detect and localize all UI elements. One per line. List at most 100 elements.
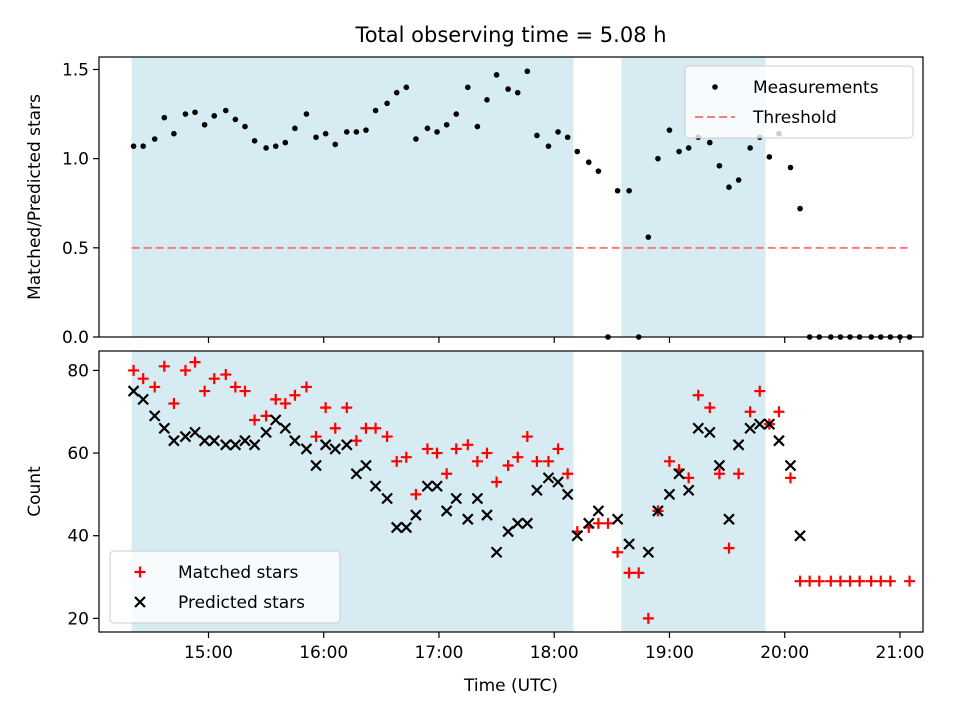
matched-star-point (391, 455, 403, 467)
predicted-star-point (732, 439, 745, 451)
y-axis-label: Matched/Predicted stars (25, 94, 45, 300)
predicted-star-point (440, 505, 453, 517)
x-tick-label: 18:00 (530, 643, 579, 663)
predicted-star-point (450, 492, 463, 505)
measurement-point (493, 72, 500, 78)
measurement-point (292, 125, 298, 132)
matched-star-point (260, 410, 272, 422)
matched-star-point (220, 369, 232, 381)
measurement-point (614, 187, 621, 194)
measurement-point (484, 97, 490, 103)
top-panel: 0.0 0.5 1.0 1.5 Matched/Predicted stars Measu… (25, 56, 924, 348)
matched-star-point (704, 402, 716, 414)
matched-star-point (502, 459, 514, 471)
measurement-point (514, 89, 521, 96)
measurement-point (735, 177, 742, 183)
measurement-point (574, 148, 581, 155)
matched-star-point (289, 389, 301, 401)
measurement-point (555, 129, 561, 135)
matched-star-point (602, 517, 614, 529)
matched-star-point (521, 431, 533, 443)
matched-star-point (400, 451, 412, 463)
measurement-point (171, 130, 177, 137)
predicted-star-point (521, 517, 534, 530)
predicted-star-point (763, 418, 776, 430)
predicted-star-point (400, 521, 413, 534)
matched-star-point (270, 393, 282, 405)
measurement-point (303, 111, 310, 117)
matched-star-point (462, 439, 474, 451)
predicted-star-point (300, 443, 313, 455)
measurement-point (434, 129, 440, 135)
measurement-point (272, 143, 279, 149)
measurement-point (372, 107, 379, 114)
predicted-star-point (390, 521, 403, 534)
measurement-point (655, 155, 661, 162)
legend-label: Threshold (752, 108, 837, 128)
measurement-point (211, 113, 218, 119)
predicted-star-point (471, 492, 484, 505)
matched-star-point (320, 402, 332, 414)
matched-star-point (239, 385, 251, 397)
predicted-star-point (148, 410, 161, 422)
axes-frame (98, 56, 924, 338)
predicted-star-point (137, 393, 149, 406)
measurement-point (232, 116, 239, 123)
measurement-point (384, 100, 390, 107)
predicted-star-point (784, 459, 797, 472)
predicted-star-point (773, 434, 785, 447)
observing-window-shade (131, 57, 574, 337)
predicted-star-point (198, 434, 211, 447)
matched-star-point (310, 431, 322, 443)
matched-star-point (168, 397, 180, 409)
measurement-point (313, 134, 319, 141)
matched-star-point (300, 381, 312, 393)
y-tick-label: 0.0 (62, 328, 89, 348)
predicted-star-point (248, 439, 261, 451)
matched-star-point (471, 455, 483, 467)
matched-star-point (875, 575, 887, 587)
predicted-star-point (219, 439, 232, 451)
matched-star-point (370, 422, 382, 434)
measurement-point (505, 86, 511, 92)
matched-star-point (612, 546, 624, 558)
measurement-point (524, 68, 531, 75)
predicted-star-point (260, 426, 272, 439)
matched-star-point (552, 443, 564, 455)
matched-star-point (562, 468, 574, 480)
predicted-star-point (134, 596, 146, 608)
y-axis-label: Count (25, 466, 45, 517)
matched-star-point (884, 575, 896, 587)
measurement-point (726, 184, 732, 190)
predicted-star-point (189, 426, 201, 439)
matched-stars-series (128, 356, 916, 624)
measurement-point (201, 121, 208, 128)
measurement-point (343, 129, 350, 135)
measurement-point (222, 107, 229, 114)
matched-star-point (158, 360, 170, 372)
matched-star-point (421, 443, 433, 455)
y-tick-label: 20 (67, 609, 89, 629)
matched-star-point (134, 566, 146, 578)
measurement-point (453, 111, 460, 117)
predicted-star-point (340, 439, 353, 451)
matched-star-point (189, 356, 201, 368)
chart-title: Total observing time = 5.08 h (354, 23, 666, 47)
matched-star-point (784, 472, 796, 484)
measurement-point (403, 84, 410, 91)
y-tick-label: 60 (67, 444, 89, 464)
measurement-point (130, 143, 137, 149)
matched-star-point (208, 373, 220, 385)
observing-window-shade (621, 351, 766, 632)
predicted-star-point (753, 418, 766, 430)
predicted-star-point (611, 513, 624, 525)
measurement-point (712, 84, 718, 90)
matched-star-point (199, 385, 211, 397)
measurement-point (251, 138, 258, 144)
matched-star-point (733, 468, 745, 480)
predicted-star-point (744, 422, 756, 435)
predicted-star-point (410, 509, 422, 521)
measurement-point (706, 139, 713, 146)
measurement-point (534, 132, 540, 139)
